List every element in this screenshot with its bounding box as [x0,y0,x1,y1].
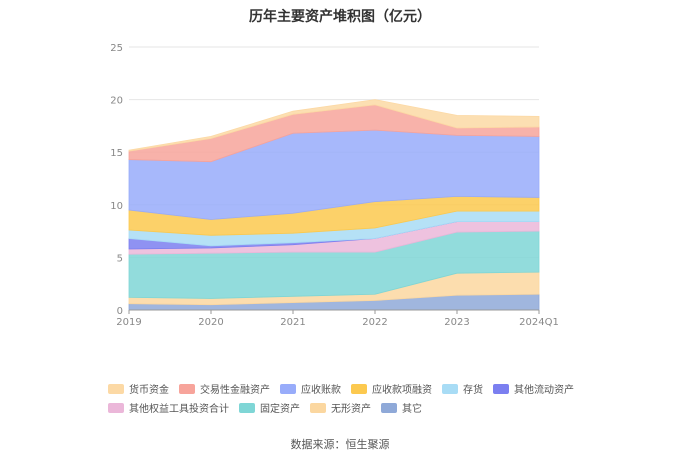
legend-swatch [239,402,255,413]
area-series [128,99,540,311]
legend-item[interactable]: 无形资产 [310,400,371,415]
legend-swatch [108,383,124,394]
x-tick-label: 2021 [280,317,305,328]
y-tick-label: 25 [110,43,123,54]
legend-item[interactable]: 固定资产 [239,400,300,415]
legend-item[interactable]: 应收账款 [280,381,341,396]
legend-label: 存货 [463,385,483,396]
legend-swatch [351,383,367,394]
x-tick-label: 2019 [116,317,141,328]
legend-label: 其它 [402,404,422,415]
x-tick-label: 2023 [444,317,469,328]
legend-swatch [493,383,509,394]
legend-label: 交易性金融资产 [200,385,270,396]
legend-item[interactable]: 货币资金 [108,381,169,396]
area-货币资金 [128,99,540,152]
x-tick-label: 2020 [198,317,223,328]
y-axis: 0 5 10 15 20 25 [110,43,123,317]
data-source: 数据来源：恒生聚源 [290,438,390,451]
legend-label: 固定资产 [260,404,300,415]
legend-swatch [442,383,458,394]
legend-label: 其他流动资产 [514,385,574,396]
legend-label: 应收款项融资 [372,385,432,396]
legend-item[interactable]: 其它 [381,400,422,415]
legend-item[interactable]: 存货 [442,381,483,396]
y-tick-label: 10 [110,201,123,212]
legend-label: 无形资产 [331,404,371,415]
y-tick-label: 5 [117,253,123,264]
legend-label: 其他权益工具投资合计 [129,404,229,415]
legend-swatch [179,383,195,394]
legend-swatch [381,402,397,413]
legend: 货币资金 交易性金融资产 应收账款 应收款项融资 存货 其他流动资产其他权益工具投资合计 固… [108,379,608,417]
y-tick-label: 15 [110,148,123,159]
legend-swatch [108,402,124,413]
x-tick-label: 2022 [362,317,387,328]
legend-item[interactable]: 其他权益工具投资合计 [108,400,229,415]
y-tick-label: 0 [117,306,123,317]
legend-label: 货币资金 [129,385,169,396]
chart-title: 历年主要资产堆积图（亿元） [249,9,431,25]
legend-swatch [280,383,296,394]
legend-row: 货币资金 交易性金融资产 应收账款 应收款项融资 存货 其他流动资产 [108,379,608,398]
legend-item[interactable]: 应收款项融资 [351,381,432,396]
y-tick-label: 20 [110,96,123,107]
legend-label: 应收账款 [301,385,341,396]
legend-item[interactable]: 交易性金融资产 [179,381,270,396]
legend-swatch [310,402,326,413]
x-tick-label: 2024Q1 [519,317,559,328]
legend-item[interactable]: 其他流动资产 [493,381,574,396]
x-axis: 2019 2020 2021 2022 2023 2024Q1 [116,309,559,328]
legend-row: 其他权益工具投资合计 固定资产 无形资产 其它 [108,398,608,417]
